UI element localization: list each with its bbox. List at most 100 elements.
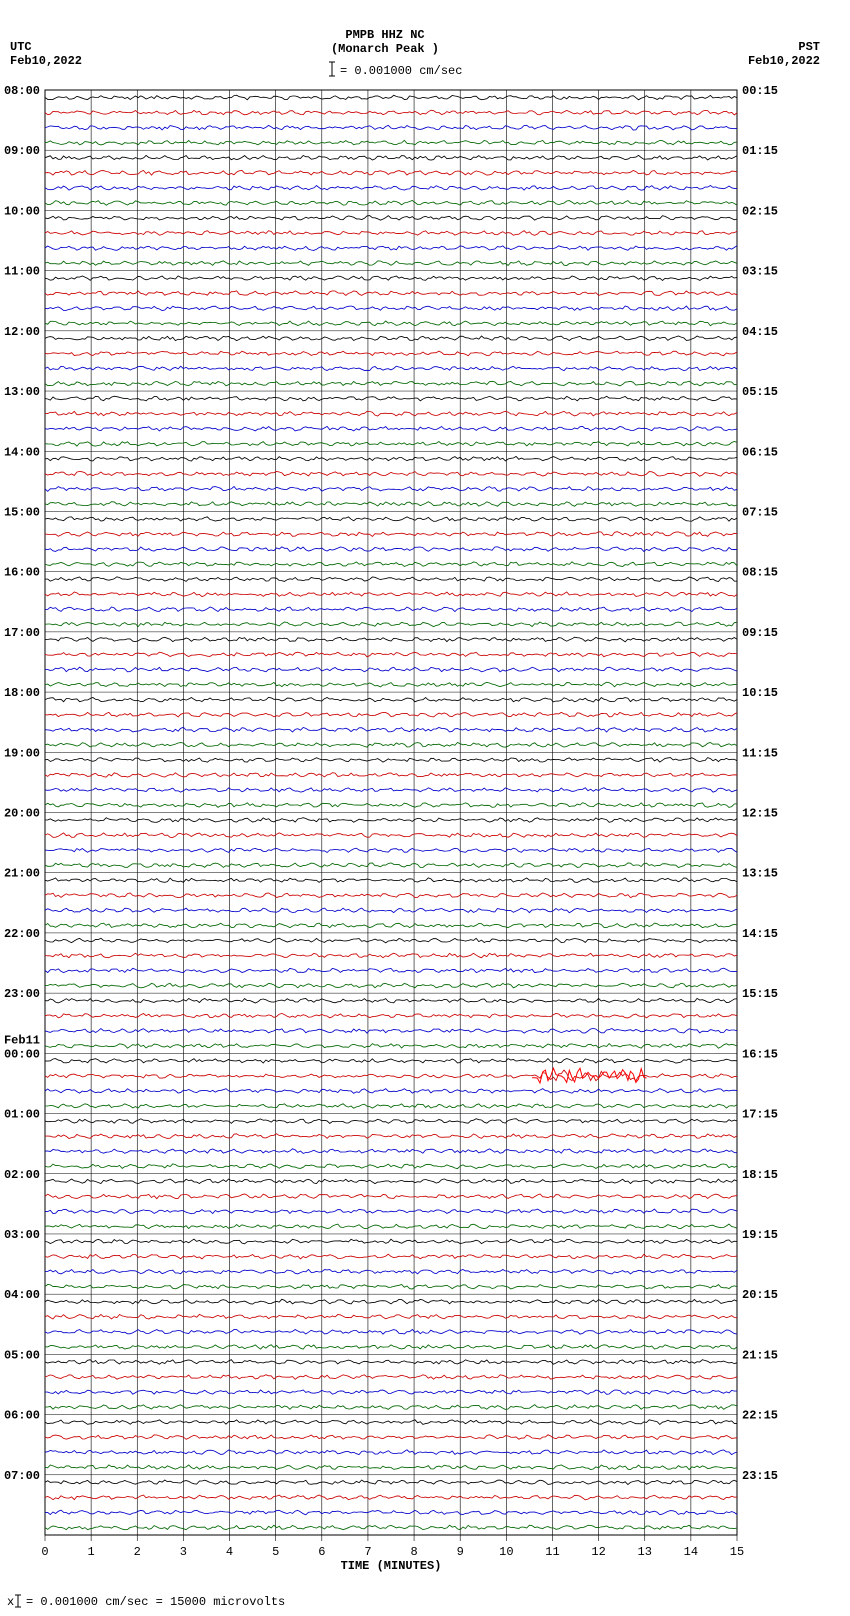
seismic-trace [45,998,737,1003]
x-tick-label: 4 [226,1545,233,1559]
pst-hour-label: 01:15 [742,144,778,158]
seismic-trace [45,1254,737,1259]
seismic-trace [45,1239,737,1244]
x-tick-label: 3 [180,1545,187,1559]
pst-hour-label: 11:15 [742,746,778,760]
utc-hour-label: 11:00 [4,265,40,279]
seismic-trace [45,1360,737,1365]
x-tick-label: 2 [134,1545,141,1559]
seismic-trace [45,547,737,552]
utc-hour-label: 02:00 [4,1168,40,1182]
seismic-trace [45,727,737,732]
seismic-trace [45,1134,737,1139]
seismic-trace [45,1375,737,1380]
seismic-trace [45,953,737,958]
seismic-trace [45,351,737,356]
utc-hour-label: 22:00 [4,927,40,941]
seismic-trace [45,743,737,748]
seismic-trace [45,968,737,972]
pst-hour-label: 03:15 [742,265,778,279]
station-location: (Monarch Peak ) [331,42,439,56]
seismic-trace [45,125,737,130]
seismic-trace [45,1510,737,1515]
pst-hour-label: 12:15 [742,807,778,821]
seismic-trace [45,1013,737,1018]
pst-hour-label: 16:15 [742,1047,778,1061]
seismic-trace [45,908,737,913]
seismic-trace [45,1405,737,1410]
seismic-trace [45,1299,737,1304]
seismic-trace [45,502,737,507]
seismic-trace [45,306,737,311]
utc-hour-label: 14:00 [4,445,40,459]
seismic-trace [45,577,737,582]
seismic-trace [45,1390,737,1394]
seismic-trace [45,276,737,281]
seismic-trace [45,532,737,537]
seismic-trace [45,1465,737,1470]
seismic-trace [45,1224,737,1229]
seismic-trace [45,456,737,461]
pst-hour-label: 04:15 [742,325,778,339]
seismic-trace [45,697,737,702]
utc-label: UTC [10,40,32,54]
seismic-trace [45,592,737,597]
pst-label: PST [798,40,820,54]
seismic-trace [45,893,737,898]
seismic-trace [45,562,737,567]
seismic-trace [45,983,737,988]
pst-hour-label: 14:15 [742,927,778,941]
seismic-trace [45,1119,737,1124]
seismic-trace [45,1104,737,1108]
x-tick-label: 0 [41,1545,48,1559]
seismic-trace [45,1314,737,1319]
seismic-trace [45,622,737,627]
utc-hour-label: 10:00 [4,204,40,218]
seismic-trace [45,1059,737,1064]
seismic-trace [45,336,737,341]
utc-hour-label: 16:00 [4,566,40,580]
seismic-trace [45,1450,737,1455]
seismic-trace [45,1194,737,1199]
seismic-trace [45,426,737,431]
utc-hour-label: 01:00 [4,1108,40,1122]
utc-hour-label: 06:00 [4,1409,40,1423]
pst-hour-label: 07:15 [742,505,778,519]
seismic-trace [45,788,737,792]
pst-hour-label: 17:15 [742,1108,778,1122]
pst-hour-label: 08:15 [742,566,778,580]
seismic-trace [45,607,737,612]
utc-hour-label: 00:00 [4,1047,40,1061]
pst-hour-label: 13:15 [742,867,778,881]
seismic-trace [45,682,737,687]
seismic-trace [45,1525,737,1530]
seismic-trace [45,758,737,763]
x-tick-label: 1 [88,1545,95,1559]
seismic-trace [45,110,737,115]
seismic-trace [45,1270,737,1274]
station-code: PMPB HHZ NC [345,28,424,42]
x-tick-label: 12 [591,1545,605,1559]
pst-hour-label: 23:15 [742,1469,778,1483]
utc-hour-label: 19:00 [4,746,40,760]
seismic-trace [45,517,737,521]
seismic-trace [45,381,737,386]
seismic-trace [45,321,737,326]
seismic-trace [45,923,737,928]
seismic-trace [45,186,737,191]
utc-hour-label: 23:00 [4,987,40,1001]
x-tick-label: 11 [545,1545,559,1559]
seismic-trace [45,1420,737,1425]
seismic-trace [45,246,737,251]
seismic-trace [45,171,737,176]
seismic-trace [45,1044,737,1049]
utc-hour-label: 21:00 [4,867,40,881]
seismic-trace [45,1480,737,1485]
pst-hour-label: 18:15 [742,1168,778,1182]
seismic-trace [45,261,737,266]
seismic-trace [45,1089,737,1094]
utc-hour-label: 03:00 [4,1228,40,1242]
x-tick-label: 7 [364,1545,371,1559]
x-tick-label: 9 [457,1545,464,1559]
pst-hour-label: 09:15 [742,626,778,640]
